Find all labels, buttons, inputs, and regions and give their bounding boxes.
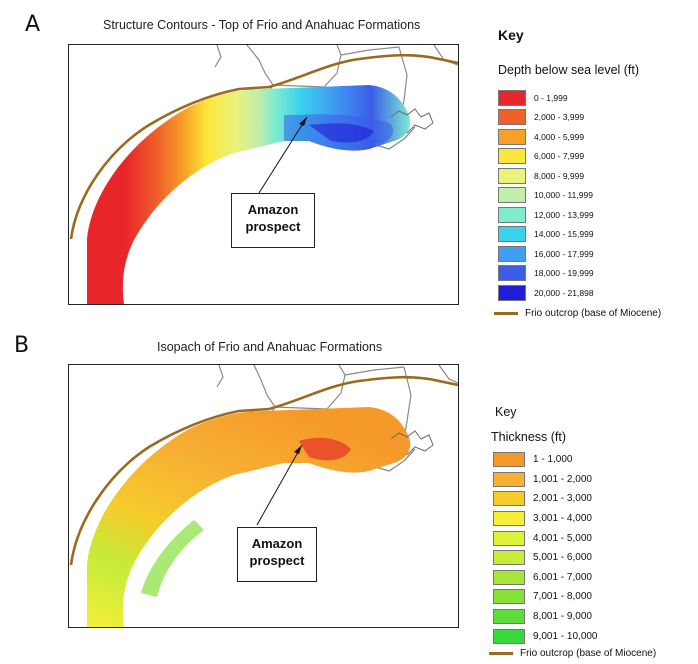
panel-b-letter: B bbox=[14, 333, 30, 358]
panel-b-title: Isopach of Frio and Anahuac Formations bbox=[157, 340, 383, 354]
legend-swatch bbox=[498, 109, 526, 126]
callout-arrowhead-a bbox=[299, 117, 307, 126]
legend-label: 1 - 1,000 bbox=[533, 454, 573, 466]
legend-item: 8,000 - 9,999 bbox=[498, 166, 594, 186]
key-a-subtitle: Depth below sea level (ft) bbox=[498, 63, 640, 77]
outcrop-label-b: Frio outcrop (base of Miocene) bbox=[520, 648, 657, 659]
legend-label: 14,000 - 15,999 bbox=[534, 229, 594, 240]
map-a-canvas bbox=[69, 45, 458, 304]
legend-item: 14,000 - 15,999 bbox=[498, 225, 594, 245]
legend-label: 9,001 - 10,000 bbox=[533, 630, 598, 642]
outcrop-label-a: Frio outcrop (base of Miocene) bbox=[525, 308, 662, 319]
delta-outline-b bbox=[390, 430, 434, 456]
legend-item: 2,001 - 3,000 bbox=[493, 489, 598, 509]
legend-item: 1,001 - 2,000 bbox=[493, 470, 598, 490]
legend-label: 12,000 - 13,999 bbox=[534, 209, 594, 220]
legend-item: 18,000 - 19,999 bbox=[498, 264, 594, 284]
legend-swatch bbox=[493, 511, 525, 527]
legend-label: 6,001 - 7,000 bbox=[533, 571, 592, 583]
legend-item: 3,001 - 4,000 bbox=[493, 509, 598, 529]
legend-item: 4,001 - 5,000 bbox=[493, 528, 598, 548]
delta-outline-a bbox=[390, 108, 434, 134]
key-b-title: Key bbox=[495, 405, 517, 419]
legend-swatch bbox=[493, 530, 525, 546]
thick-zone bbox=[299, 437, 351, 461]
legend-item: 0 - 1,999 bbox=[498, 88, 594, 108]
legend-swatch bbox=[498, 148, 526, 165]
key-a-title: Key bbox=[498, 27, 524, 43]
legend-swatch bbox=[498, 284, 526, 301]
legend-label: 8,000 - 9,999 bbox=[534, 170, 585, 181]
green-zone bbox=[141, 520, 204, 597]
legend-label: 0 - 1,999 bbox=[534, 92, 568, 103]
legend-swatch bbox=[493, 569, 525, 585]
legend-item: 20,000 - 21,898 bbox=[498, 283, 594, 303]
legend-item: 8,001 - 9,000 bbox=[493, 607, 598, 627]
legend-label: 4,001 - 5,000 bbox=[533, 532, 592, 544]
legend-label: 20,000 - 21,898 bbox=[534, 287, 594, 298]
legend-item: 4,000 - 5,999 bbox=[498, 127, 594, 147]
outcrop-line-swatch-b bbox=[489, 652, 513, 655]
legend-item: 6,000 - 7,999 bbox=[498, 147, 594, 167]
legend-a-outcrop: Frio outcrop (base of Miocene) bbox=[494, 308, 661, 319]
legend-item: 6,001 - 7,000 bbox=[493, 568, 598, 588]
legend-label: 1,001 - 2,000 bbox=[533, 473, 592, 485]
legend-swatch bbox=[498, 206, 526, 223]
legend-b-outcrop: Frio outcrop (base of Miocene) bbox=[489, 648, 656, 659]
legend-item: 9,001 - 10,000 bbox=[493, 626, 598, 646]
outcrop-line-swatch-a bbox=[494, 312, 518, 315]
legend-swatch bbox=[493, 628, 525, 644]
callout-b: Amazon prospect bbox=[237, 527, 317, 582]
legend-label: 2,001 - 3,000 bbox=[533, 493, 592, 505]
callout-a: Amazon prospect bbox=[231, 193, 315, 248]
legend-swatch bbox=[493, 471, 525, 487]
legend-swatch bbox=[493, 491, 525, 507]
map-b bbox=[68, 364, 459, 628]
callout-arrow-b bbox=[256, 444, 303, 526]
legend-swatch bbox=[498, 89, 526, 106]
key-b-subtitle: Thickness (ft) bbox=[491, 430, 567, 444]
legend-label: 8,001 - 9,000 bbox=[533, 611, 592, 623]
panel-a-title: Structure Contours - Top of Frio and Ana… bbox=[103, 18, 421, 32]
legend-label: 18,000 - 19,999 bbox=[534, 268, 594, 279]
legend-item: 10,000 - 11,999 bbox=[498, 186, 594, 206]
legend-swatch bbox=[493, 589, 525, 605]
legend-item: 1 - 1,000 bbox=[493, 450, 598, 470]
legend-item: 2,000 - 3,999 bbox=[498, 108, 594, 128]
panel-a-letter: A bbox=[25, 12, 41, 37]
legend-swatch bbox=[498, 226, 526, 243]
callout-arrowhead-b bbox=[294, 445, 302, 454]
legend-swatch bbox=[498, 167, 526, 184]
legend-swatch bbox=[493, 609, 525, 625]
legend-label: 16,000 - 17,999 bbox=[534, 248, 594, 259]
frio-outcrop-b bbox=[69, 375, 458, 566]
frio-outcrop-a bbox=[69, 53, 458, 240]
legend-item: 16,000 - 17,999 bbox=[498, 244, 594, 264]
map-b-canvas bbox=[69, 365, 458, 627]
legend-label: 6,000 - 7,999 bbox=[534, 151, 585, 162]
legend-item: 5,001 - 6,000 bbox=[493, 548, 598, 568]
deepest-zone bbox=[309, 123, 374, 143]
legend-item: 12,000 - 13,999 bbox=[498, 205, 594, 225]
legend-swatch bbox=[498, 187, 526, 204]
map-a bbox=[68, 44, 459, 305]
legend-swatch bbox=[498, 128, 526, 145]
legend-b: 1 - 1,000 1,001 - 2,000 2,001 - 3,000 3,001… bbox=[493, 450, 598, 646]
legend-label: 7,001 - 8,000 bbox=[533, 591, 592, 603]
legend-item: 7,001 - 8,000 bbox=[493, 587, 598, 607]
legend-swatch bbox=[498, 245, 526, 262]
legend-label: 10,000 - 11,999 bbox=[534, 190, 593, 201]
isopach-band bbox=[87, 407, 411, 627]
callout-arrow-a bbox=[258, 116, 308, 194]
legend-label: 4,000 - 5,999 bbox=[534, 131, 585, 142]
legend-swatch bbox=[498, 265, 526, 282]
legend-label: 2,000 - 3,999 bbox=[534, 112, 585, 123]
legend-a: 0 - 1,999 2,000 - 3,999 4,000 - 5,999 6,000… bbox=[498, 88, 594, 303]
legend-label: 5,001 - 6,000 bbox=[533, 552, 592, 564]
legend-swatch bbox=[493, 550, 525, 566]
legend-label: 3,001 - 4,000 bbox=[533, 513, 592, 525]
legend-swatch bbox=[493, 452, 525, 468]
